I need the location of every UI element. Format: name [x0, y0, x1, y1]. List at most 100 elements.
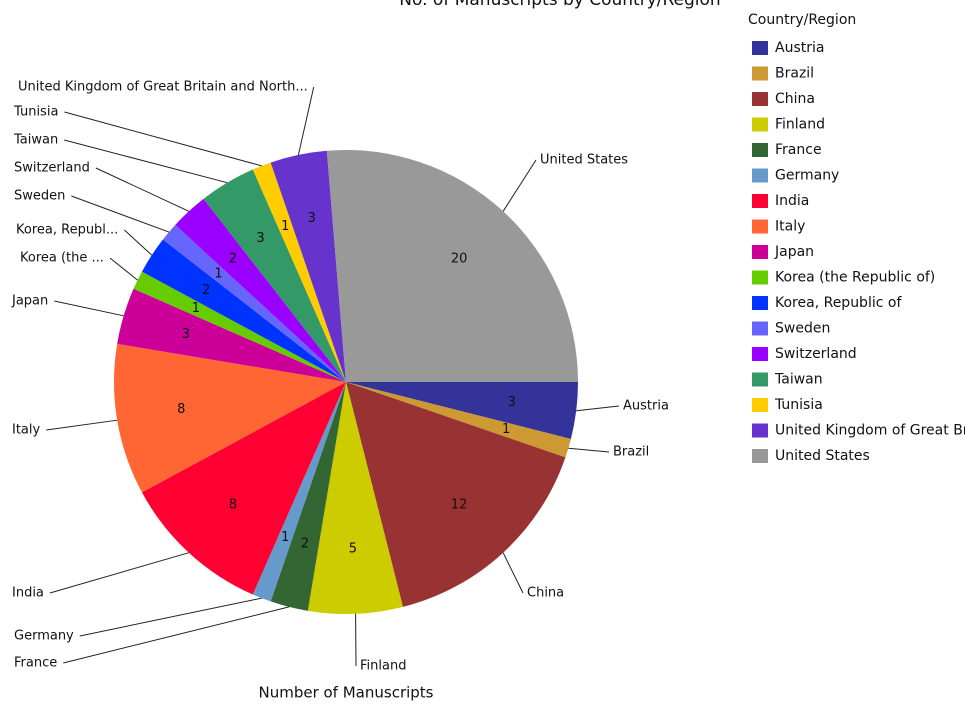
- leader-line: [71, 195, 170, 233]
- legend-swatch: [752, 321, 768, 336]
- pie-slice: [117, 288, 346, 382]
- pie-slice: [270, 150, 346, 382]
- legend-label: Japan: [774, 244, 814, 260]
- pie-slice: [270, 382, 346, 611]
- leader-line: [49, 552, 190, 594]
- value-label: 2: [202, 283, 210, 298]
- pie: 3 Austria1Brazil12China5Finland2France1Ge…: [11, 80, 669, 674]
- legend-swatch: [752, 245, 768, 259]
- value-label: 3: [182, 327, 190, 342]
- legend-swatch: [752, 194, 768, 208]
- legend: Austria Brazil China Finland France Germany In…: [752, 40, 965, 464]
- pie-slice: [307, 382, 403, 614]
- leader-line: [568, 447, 610, 453]
- legend-label: Korea (the Republic of): [775, 270, 935, 286]
- legend-label: Taiwan: [774, 372, 823, 388]
- value-label: 12: [451, 497, 468, 512]
- value-label: 1: [214, 267, 222, 282]
- legend-swatch: [752, 398, 768, 412]
- value-label: 8: [229, 497, 237, 512]
- legend-label: United Kingdom of Great Britain and Nort…: [775, 423, 965, 439]
- legend-label: Finland: [775, 117, 825, 133]
- value-label: 2: [301, 536, 309, 551]
- legend-label: Switzerland: [775, 346, 857, 362]
- leader-line: [109, 257, 138, 281]
- slice-label: Korea (the ...: [20, 251, 104, 266]
- slice-label: Austria: [623, 399, 669, 414]
- pie-slice: [113, 343, 346, 493]
- legend-label: United States: [775, 448, 870, 464]
- legend-title: Country/Region: [748, 12, 856, 28]
- pie-slice: [346, 382, 571, 458]
- leader-line: [64, 111, 262, 167]
- value-label: 3: [308, 211, 316, 226]
- pie-slice: [346, 382, 578, 439]
- value-label: 20: [451, 252, 468, 267]
- legend-label: Brazil: [775, 66, 814, 82]
- pie-slice: [133, 271, 346, 382]
- legend-swatch: [752, 296, 768, 310]
- slice-label: Brazil: [613, 445, 649, 460]
- legend-swatch: [752, 117, 768, 132]
- value-label: 3: [256, 231, 264, 246]
- legend-swatch: [752, 449, 768, 463]
- leader-line: [54, 300, 124, 317]
- value-label: 1: [281, 219, 289, 234]
- legend-label: France: [775, 142, 822, 158]
- pie-slice: [326, 150, 578, 382]
- slice-label: Germany: [14, 629, 74, 644]
- slice-label: Taiwan: [13, 133, 58, 148]
- slice-label: Finland: [360, 659, 406, 674]
- pie-slice: [252, 162, 346, 382]
- slice-label: France: [14, 656, 57, 671]
- legend-label: Germany: [775, 168, 839, 184]
- legend-swatch: [752, 219, 768, 234]
- slice-label: Japan: [11, 294, 48, 309]
- pie-slice: [162, 224, 346, 382]
- leader-line: [63, 606, 290, 664]
- pie-slice: [141, 382, 346, 595]
- pie-slice: [203, 169, 346, 382]
- chart-title: No. of Manuscripts by Country/Region: [399, 0, 720, 10]
- pie-slice: [252, 382, 346, 602]
- legend-label: Sweden: [775, 321, 830, 337]
- legend-swatch: [752, 423, 768, 438]
- leader-line: [502, 159, 537, 212]
- slice-label: China: [527, 586, 564, 601]
- pie-slice: [175, 198, 346, 382]
- legend-label: Italy: [775, 219, 805, 235]
- leader-line: [46, 419, 118, 431]
- pie-slice: [141, 239, 346, 382]
- axis-label: Number of Manuscripts: [258, 684, 433, 702]
- value-label: 8: [177, 402, 185, 417]
- leader-line: [79, 597, 262, 637]
- legend-label: Austria: [775, 40, 824, 56]
- leader-line: [297, 86, 315, 156]
- legend-swatch: [752, 41, 768, 55]
- slice-label: Switzerland: [14, 161, 90, 176]
- legend-label: China: [775, 91, 815, 107]
- slice-label: Sweden: [14, 189, 65, 204]
- legend-swatch: [752, 270, 768, 285]
- value-label: 1: [281, 530, 289, 545]
- slice-label: India: [12, 586, 44, 601]
- legend-label: Tunisia: [774, 397, 823, 413]
- leader-line: [502, 552, 524, 594]
- legend-swatch: [752, 347, 768, 361]
- value-label: 1: [502, 422, 510, 437]
- legend-swatch: [752, 92, 768, 106]
- legend-label: Korea, Republic of: [775, 295, 902, 311]
- slice-label: Italy: [12, 423, 41, 438]
- value-label: 1: [192, 301, 200, 316]
- value-label: 2: [229, 252, 237, 267]
- legend-swatch: [752, 66, 768, 81]
- value-label: 3: [508, 395, 516, 410]
- legend-swatch: [752, 372, 768, 387]
- slice-label: Korea, Republ...: [16, 223, 118, 238]
- slice-label: United Kingdom of Great Britain and Nort…: [18, 80, 308, 95]
- leader-line: [64, 139, 228, 184]
- legend-swatch: [752, 168, 768, 183]
- slice-label: United States: [540, 153, 628, 168]
- leader-line: [123, 229, 153, 256]
